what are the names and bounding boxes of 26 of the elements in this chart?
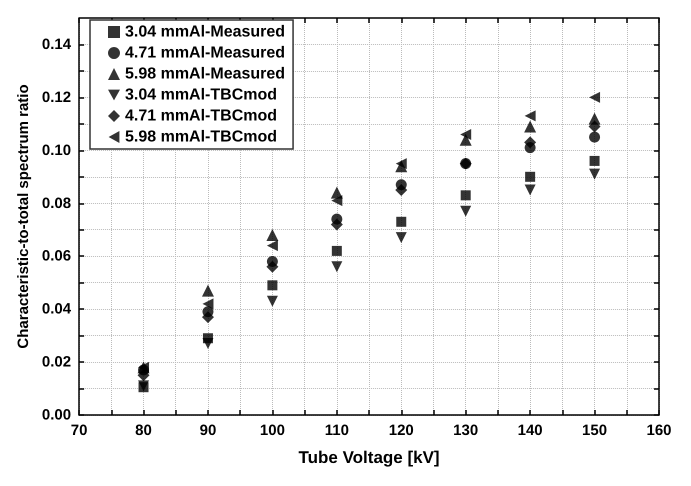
- x-tick-label: 100: [260, 422, 285, 439]
- y-tick-label: 0.02: [42, 354, 72, 371]
- x-tick-label: 130: [453, 422, 478, 439]
- y-tick-label: 0.14: [42, 36, 72, 53]
- x-tick-label: 160: [646, 422, 672, 439]
- legend-label: 3.04 mmAl-TBCmod: [125, 86, 278, 104]
- legend-label: 3.04 mmAl-Measured: [125, 24, 286, 40]
- legend-label: 4.71 mmAl-Measured: [125, 44, 286, 62]
- x-tick-label: 120: [388, 422, 414, 439]
- y-tick-label: 0.00: [42, 406, 72, 424]
- y-tick-label: 0.10: [42, 142, 72, 159]
- x-tick-label: 90: [200, 422, 216, 439]
- x-tick-label: 110: [324, 422, 349, 439]
- legend-label: 5.98 mmAl-Measured: [125, 66, 286, 82]
- y-axis-title: Characteristic-to-total spectrum ratio: [15, 84, 32, 349]
- legend-label: 4.71 mmAl-TBCmod: [125, 108, 278, 124]
- y-tick-label: 0.06: [42, 248, 72, 265]
- x-tick-label: 70: [70, 422, 88, 439]
- y-tick-label: 0.04: [42, 300, 72, 318]
- x-tick-label: 140: [518, 422, 543, 439]
- x-tick-label: 80: [135, 422, 152, 439]
- y-tick-label: 0.08: [42, 194, 72, 212]
- y-tick-label: 0.12: [42, 88, 72, 106]
- x-axis-title: Tube Voltage [kV]: [298, 448, 440, 467]
- legend-label: 5.98 mmAl-TBCmod: [125, 128, 278, 146]
- x-tick-label: 150: [582, 422, 608, 439]
